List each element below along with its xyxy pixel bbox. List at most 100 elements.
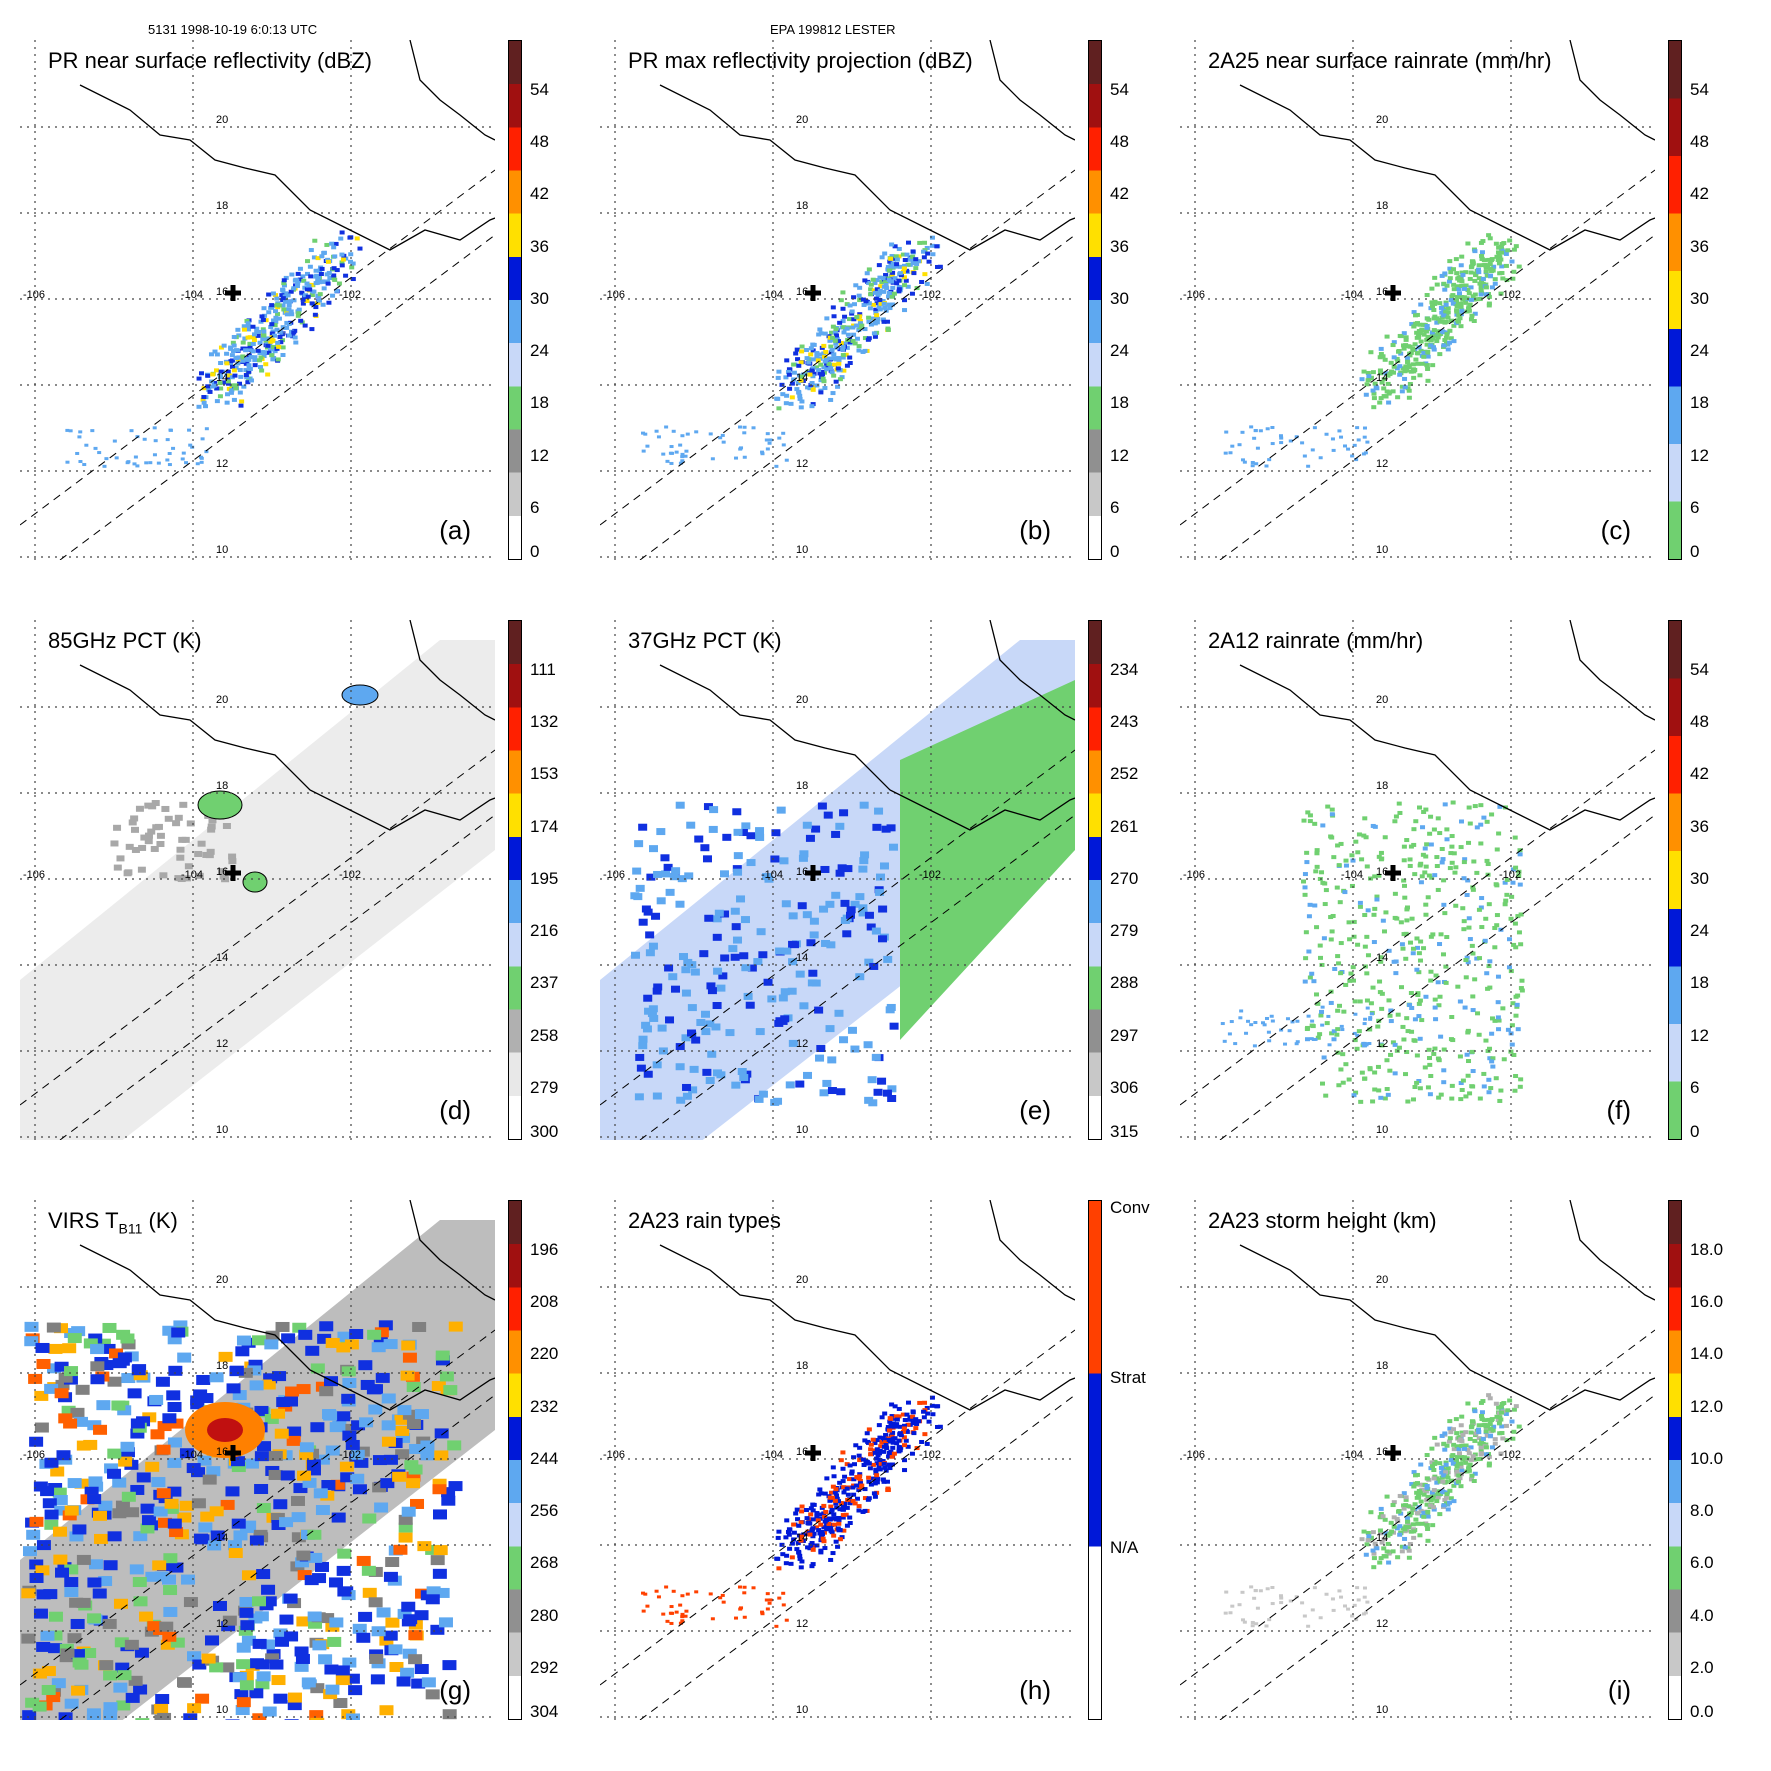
pixel (1444, 283, 1450, 288)
coastline (409, 620, 495, 721)
pixel (1432, 299, 1438, 304)
pixel (777, 1596, 782, 1600)
pixel (702, 1068, 712, 1076)
pixel (383, 1339, 398, 1350)
pixel (1405, 386, 1411, 391)
pixel (283, 275, 289, 280)
map-svg: -106-104-102-100-98-96201816141210 (20, 1200, 495, 1720)
pixel (245, 321, 251, 326)
pixel (1450, 800, 1456, 805)
pixel (234, 1689, 249, 1700)
pixel (1507, 1398, 1513, 1403)
colorbar-tick: 30 (530, 288, 549, 308)
pixel (1451, 282, 1457, 287)
pixel (840, 1515, 846, 1520)
pixel (313, 305, 319, 310)
pixel (1407, 382, 1413, 387)
pixel (889, 1454, 895, 1459)
pixel (839, 1535, 845, 1540)
pixel (259, 368, 265, 373)
pixel (716, 1071, 726, 1079)
pixel (1430, 334, 1436, 339)
pixel (1502, 902, 1508, 907)
pixel (1470, 885, 1476, 890)
pixel (251, 338, 257, 343)
pixel (1463, 1460, 1469, 1465)
pixel (69, 1597, 84, 1608)
pixel (877, 288, 883, 293)
pixel (893, 1414, 899, 1419)
pixel (1439, 860, 1445, 865)
pixel (1444, 341, 1450, 346)
pixel (275, 312, 281, 317)
pixel (64, 1328, 79, 1339)
pixel (164, 1503, 179, 1514)
panel-label: (h) (1019, 1675, 1051, 1705)
pixel (361, 1565, 376, 1576)
pixel (1462, 857, 1468, 862)
pixel (1483, 1445, 1489, 1450)
pixel (1474, 956, 1480, 961)
pixel (307, 1611, 322, 1622)
pixel (1477, 1096, 1483, 1101)
pixel (873, 307, 879, 312)
pixel (862, 327, 868, 332)
pixel (1391, 340, 1397, 345)
pixel (156, 461, 161, 465)
pixel (1474, 825, 1480, 830)
pixel (271, 356, 277, 361)
pixel (900, 269, 906, 274)
pixel (1302, 892, 1308, 897)
pixel (654, 429, 659, 433)
colorbar-tick: 12.0 (1690, 1396, 1724, 1416)
pixel (295, 1557, 310, 1568)
pixel (1412, 1502, 1418, 1507)
pixel (1490, 1064, 1496, 1069)
pixel (1470, 1419, 1476, 1424)
pixel (186, 820, 195, 827)
pixel (829, 347, 835, 352)
pixel (383, 1454, 398, 1465)
pixel (1331, 448, 1336, 452)
pixel (281, 281, 287, 286)
pixel (853, 1443, 859, 1448)
pixel (337, 1331, 352, 1342)
pixel (426, 1586, 441, 1597)
pixel (343, 273, 349, 278)
pixel (443, 1385, 458, 1396)
pixel (1432, 275, 1438, 280)
colorbar-tick: 12 (1690, 1025, 1709, 1045)
pixel (872, 290, 878, 295)
pixel (447, 1440, 462, 1451)
pixel (876, 1464, 882, 1469)
pixel (801, 1532, 807, 1537)
pixel (1519, 988, 1525, 993)
pixel (1478, 905, 1484, 910)
pixel (366, 1384, 381, 1395)
pixel (286, 321, 292, 326)
pixel (1481, 1423, 1487, 1428)
pixel (874, 807, 884, 815)
pixel (1338, 841, 1344, 846)
pixel (1425, 349, 1431, 354)
pixel (1466, 1466, 1472, 1471)
pixel (1451, 323, 1457, 328)
pixel (1424, 316, 1430, 321)
pixel (871, 331, 877, 336)
pixel (162, 1325, 177, 1336)
lat-label: 14 (216, 1532, 228, 1544)
pixel (1467, 1462, 1473, 1467)
pixel (212, 1600, 227, 1611)
pixel (1442, 287, 1448, 292)
pixel (1515, 993, 1521, 998)
pixel (239, 1522, 254, 1533)
pixel (676, 1096, 686, 1104)
pixel (1407, 1542, 1413, 1547)
pixel (913, 266, 919, 271)
pixel (76, 1554, 91, 1565)
pixel (414, 1409, 429, 1420)
pixel (665, 1619, 670, 1623)
pixel (159, 1621, 174, 1632)
pixel (1419, 1487, 1425, 1492)
pixel (246, 363, 252, 368)
